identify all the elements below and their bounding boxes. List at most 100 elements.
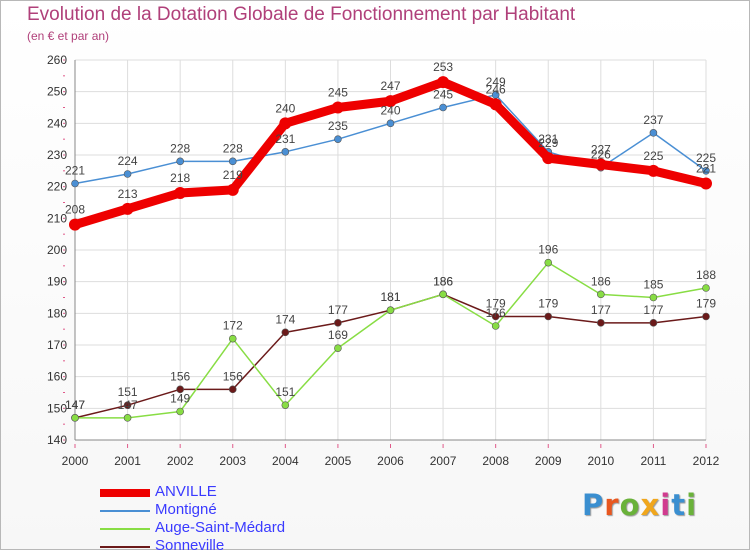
data-label: 225 <box>643 149 663 163</box>
data-point <box>386 306 395 314</box>
legend-label: Montigné <box>155 501 217 518</box>
data-point <box>334 319 342 327</box>
data-label: 240 <box>380 103 400 117</box>
data-label: 174 <box>275 312 295 326</box>
y-tick-label: 150 <box>47 401 67 415</box>
data-label: 249 <box>486 75 506 89</box>
data-point <box>597 290 605 299</box>
data-label: 147 <box>118 398 138 412</box>
axes: 140 150 160 170 180 190 200 210 220 230 240 250 260 2… <box>47 53 720 468</box>
y-tick-label: 220 <box>47 180 67 194</box>
data-point <box>702 167 710 175</box>
data-label: 156 <box>223 369 243 383</box>
legend-item: Sonneville <box>100 537 360 556</box>
data-point <box>334 135 342 143</box>
data-point <box>228 157 237 166</box>
data-point <box>439 290 447 299</box>
data-label: 213 <box>118 187 138 201</box>
data-label: 228 <box>223 141 243 155</box>
x-tick-label: 2003 <box>219 454 246 468</box>
data-label: 179 <box>538 297 558 311</box>
y-tick-label: 140 <box>47 433 67 447</box>
legend-item: Montigné <box>100 501 360 520</box>
data-point <box>702 284 710 292</box>
data-point <box>542 152 555 165</box>
data-label: 235 <box>328 119 348 133</box>
y-tick-label: 180 <box>47 306 67 320</box>
data-point <box>71 414 79 422</box>
data-point <box>649 319 658 327</box>
data-point <box>176 385 184 394</box>
data-label: 231 <box>275 132 295 146</box>
legend-label: Auge-Saint-Médard <box>155 519 286 536</box>
data-point <box>176 407 184 416</box>
data-point <box>228 334 237 343</box>
data-label: 151 <box>118 385 138 399</box>
data-point <box>174 187 187 199</box>
data-label: 246 <box>486 82 506 96</box>
data-label: 179 <box>696 297 716 311</box>
y-tick-label: 240 <box>47 116 67 130</box>
chart-title: Evolution de la Dotation Globale de Fonc… <box>27 4 576 25</box>
data-label: 208 <box>65 203 85 217</box>
data-point <box>281 401 290 409</box>
legend-item: Auge-Saint-Médard <box>100 519 360 538</box>
legend-swatch <box>100 510 150 512</box>
x-tick-label: 2004 <box>272 454 299 468</box>
data-label: 188 <box>696 268 716 282</box>
data-label: 245 <box>328 86 348 100</box>
y-tick-label: 260 <box>47 53 67 67</box>
x-tick-label: 2011 <box>641 454 667 468</box>
line-chart: 140 150 160 170 180 190 200 210 220 230 240 250 260 2… <box>47 53 720 468</box>
data-label: 253 <box>433 60 453 74</box>
data-label: 219 <box>223 168 243 182</box>
data-point <box>121 202 134 215</box>
data-label: 186 <box>591 274 611 288</box>
data-label: 177 <box>643 303 663 317</box>
data-label: 240 <box>275 101 295 115</box>
data-label: 221 <box>65 164 85 178</box>
x-tick-label: 2012 <box>693 454 720 468</box>
data-label: 231 <box>538 132 558 146</box>
x-tick-label: 2007 <box>430 454 457 468</box>
data-label: 225 <box>696 151 716 165</box>
x-tick-label: 2010 <box>587 454 614 468</box>
data-point <box>334 344 342 352</box>
data-label: 186 <box>433 274 453 288</box>
data-label: 227 <box>591 143 611 157</box>
x-tick-label: 2005 <box>325 454 352 468</box>
legend-swatch <box>100 489 150 497</box>
data-label: 169 <box>328 328 348 342</box>
data-point <box>489 98 502 111</box>
data-label: 186 <box>433 274 453 288</box>
data-label: 177 <box>591 303 611 317</box>
proxiti-logo: Proxiti <box>582 488 698 522</box>
data-point <box>71 179 79 188</box>
data-label: 228 <box>170 141 190 155</box>
legend-swatch <box>100 528 150 530</box>
y-tick-label: 160 <box>47 370 67 384</box>
data-point <box>491 322 500 330</box>
legend-label: ANVILLE <box>155 483 217 500</box>
data-label: 224 <box>118 154 138 168</box>
data-label: 245 <box>433 88 453 102</box>
data-point <box>176 157 184 166</box>
x-tick-label: 2006 <box>377 454 404 468</box>
data-label: 196 <box>538 243 558 257</box>
data-point <box>123 414 132 422</box>
data-point <box>226 183 239 196</box>
data-point <box>544 312 553 321</box>
data-label: 221 <box>696 162 716 176</box>
y-tick-label: 210 <box>47 211 67 225</box>
data-point <box>439 103 447 112</box>
data-point <box>700 177 712 190</box>
data-point <box>331 101 344 114</box>
series <box>69 76 712 422</box>
data-point <box>123 401 132 409</box>
data-label: 147 <box>65 398 85 412</box>
data-point <box>594 158 607 171</box>
legend-item: ANVILLE <box>100 483 360 502</box>
data-label: 181 <box>380 290 400 304</box>
data-label: 151 <box>275 385 295 399</box>
